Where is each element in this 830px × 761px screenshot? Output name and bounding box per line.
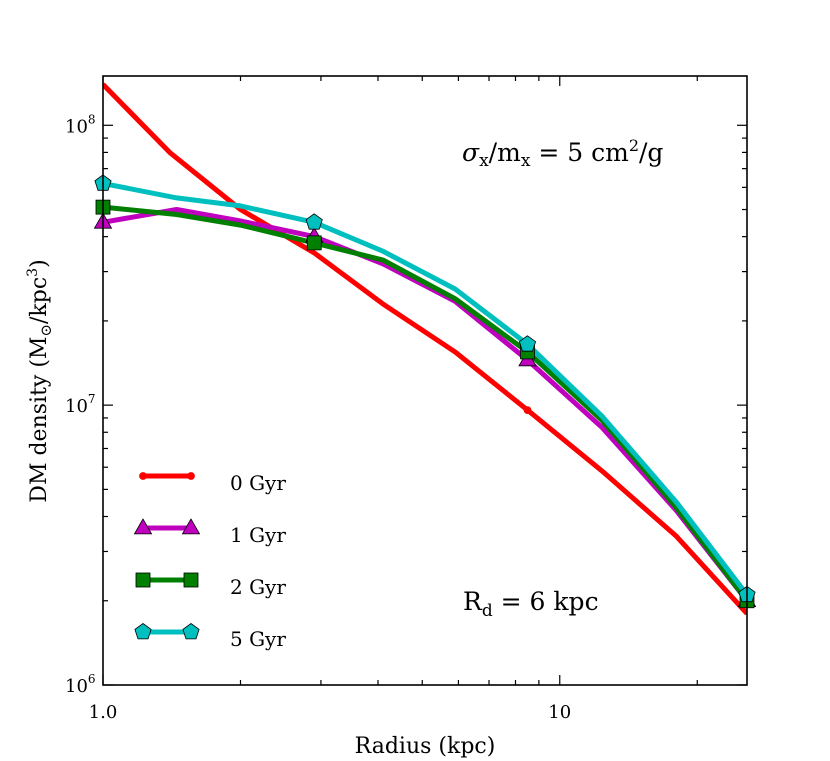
annotation-cross-section: σx/mx = 5 cm2/g <box>462 136 663 171</box>
x-axis-label: Radius (kpc) <box>355 734 496 759</box>
series-line-0 <box>103 82 747 616</box>
y-label-sup: 3 <box>25 268 41 277</box>
annotation-equals: = 5 cm <box>530 138 629 167</box>
y-tick-label-base: 10 <box>65 676 88 697</box>
annotation-sigma-sub: x <box>479 151 489 171</box>
y-tick-label-exp: 7 <box>88 392 96 406</box>
annotation-sigma: σ <box>462 138 480 167</box>
series-line-2 <box>103 204 747 603</box>
series-line-1 <box>103 207 747 603</box>
y-tick-label: 107 <box>65 392 96 417</box>
legend-marker-3 <box>134 623 152 640</box>
data-point-2 <box>306 235 322 251</box>
annotation-r: R <box>463 587 483 616</box>
x-tick-label: 10 <box>548 702 571 723</box>
legend-label-3: 5 Gyr <box>230 627 286 651</box>
y-tick-label-base: 10 <box>65 116 88 137</box>
legend-label-2: 2 Gyr <box>230 575 286 599</box>
legend-label-1: 1 Gyr <box>230 523 286 547</box>
x-tick-label: 1.0 <box>89 702 118 723</box>
legend-marker-3 <box>182 623 200 640</box>
plot-frame <box>102 75 748 686</box>
annotation-r-sub: d <box>482 601 493 621</box>
y-label-end: ) <box>27 259 52 268</box>
legend-marker-1 <box>133 518 153 535</box>
data-point-3 <box>305 213 323 230</box>
series-lines <box>103 82 747 616</box>
y-tick-label: 108 <box>65 112 96 137</box>
annotation-slash-m: /m <box>489 138 521 167</box>
annotation-disk-radius: Rd = 6 kpc <box>463 587 599 621</box>
annotation-r-tail: = 6 kpc <box>493 587 599 616</box>
y-tick-label-exp: 6 <box>88 672 96 686</box>
legend-marker-0 <box>139 472 147 480</box>
annotation-m-sub: x <box>521 151 531 171</box>
legend-label-0: 0 Gyr <box>230 471 286 495</box>
legend: 0 Gyr 1 Gyr 2 Gyr 5 Gyr <box>133 471 286 651</box>
y-tick-label: 106 <box>65 672 96 697</box>
data-point-3 <box>518 335 537 352</box>
data-point-0 <box>523 406 532 415</box>
y-axis-label: DM density (M⊙/kpc3) <box>25 259 55 502</box>
y-tick-label-exp: 8 <box>88 112 96 126</box>
y-label-sub: ⊙ <box>37 324 55 337</box>
legend-marker-1 <box>181 518 201 535</box>
y-tick-label-base: 10 <box>65 396 88 417</box>
annotation-sup: 2 <box>629 136 639 155</box>
annotation-tail: /g <box>639 138 663 167</box>
y-label-main: DM density (M <box>27 337 52 503</box>
y-label-mid: /kpc <box>27 277 52 324</box>
series-line-3 <box>103 180 747 597</box>
legend-marker-2 <box>183 572 199 588</box>
legend-marker-0 <box>187 472 195 480</box>
legend-marker-2 <box>135 572 151 588</box>
